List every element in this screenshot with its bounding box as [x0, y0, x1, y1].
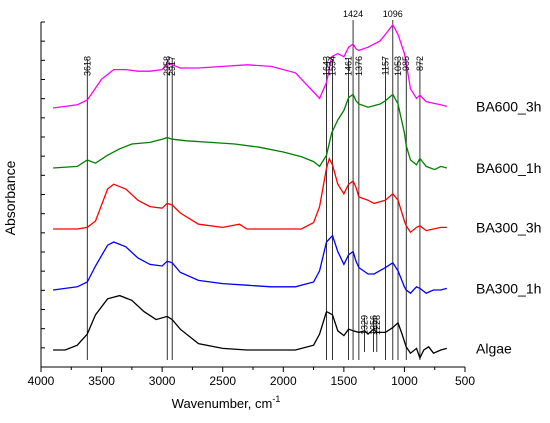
x-tick-labels: 4000 3500 3000 2500 2000 1500 1000 500: [28, 374, 476, 388]
peak-label-2917: 2917: [167, 56, 177, 76]
minor-peak-label-1256: 1256: [368, 315, 378, 335]
series-label-ba600_1h: BA600_1h: [476, 160, 541, 176]
x-axis-label-text: Wavenumber, cm: [172, 396, 273, 411]
series-label-algae: Algae: [476, 340, 512, 356]
series-label-ba600_3h: BA600_3h: [476, 98, 541, 114]
peak-label-985: 985: [401, 56, 411, 71]
peak-label-1053: 1053: [393, 56, 403, 76]
y-axis-ticks: [41, 21, 45, 368]
x-axis-label: Wavenumber, cm-1: [172, 394, 281, 411]
peak-label-1643: 1643: [322, 56, 332, 76]
peak-label-1461: 1461: [344, 56, 354, 76]
minor-peak-label-1228: 1228: [372, 315, 382, 335]
spectra: [53, 23, 447, 360]
peak-label-872: 872: [415, 56, 425, 71]
x-axis-ticks: [40, 367, 466, 372]
peak-label-1424: 1424: [343, 9, 363, 19]
series-label-ba300_1h: BA300_1h: [476, 280, 541, 296]
peak-label-3618: 3618: [82, 56, 92, 76]
x-tick-label: 1000: [391, 374, 418, 388]
peak-label-1594: 1594: [327, 56, 337, 76]
x-tick-label: 4000: [28, 374, 55, 388]
series-labels: BA600_3h BA600_1h BA300_3h BA300_1h Algae: [476, 98, 541, 356]
peak-label-1096: 1096: [383, 9, 403, 19]
series-line-algae: [53, 294, 447, 360]
series-label-ba300_3h: BA300_3h: [476, 219, 541, 235]
x-axis-label-superscript: -1: [272, 394, 280, 404]
series-line-ba600_1h: [53, 93, 447, 171]
x-tick-label: 500: [455, 374, 475, 388]
x-tick-label: 2500: [209, 374, 236, 388]
series-line-ba300_1h: [53, 234, 447, 295]
peak-label-2958: 2958: [162, 56, 172, 76]
peak-label-1376: 1376: [354, 56, 364, 76]
x-tick-label: 3500: [88, 374, 115, 388]
x-tick-label: 2000: [270, 374, 297, 388]
minor-peak-label-1329: 1329: [360, 315, 370, 335]
x-tick-label: 3000: [149, 374, 176, 388]
series-line-ba300_3h: [53, 156, 447, 234]
peak-marker-lines: [86, 20, 421, 360]
peak-label-1157: 1157: [380, 56, 390, 75]
series-line-ba600_3h: [53, 23, 447, 109]
x-tick-label: 1500: [331, 374, 358, 388]
y-axis-label: Absorbance: [2, 160, 18, 235]
